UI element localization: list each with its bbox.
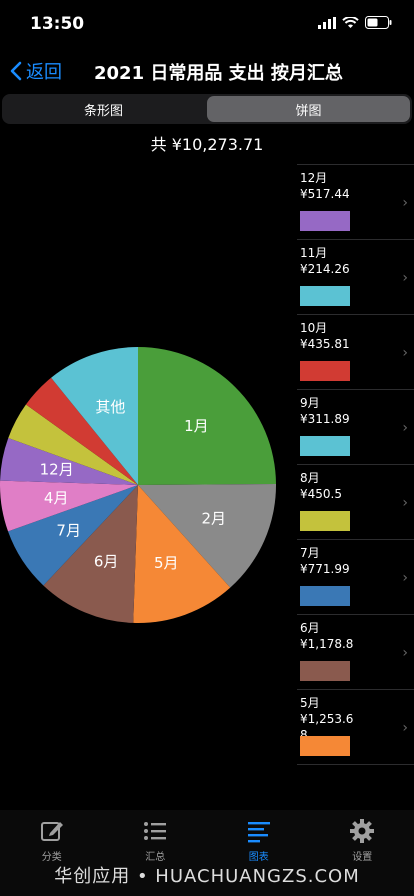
pie-slice-label: 2月 [201,509,226,527]
edit-icon [40,822,63,841]
pie-slice-label: 7月 [56,521,81,539]
legend-item-text: 7月 ¥771.99 [300,546,350,576]
tab-chart[interactable]: 图表 [207,810,311,896]
legend-item[interactable]: 10月 ¥435.81 › [297,315,414,390]
legend-item[interactable]: 6月 ¥1,178.8 › [297,615,414,690]
legend-item[interactable]: 5月 ¥1,253.68 › [297,690,414,765]
legend-item-text: 12月 ¥517.44 [300,171,350,201]
status-bar: 13:50 [0,0,414,48]
tab-category-label: 分类 [41,852,62,863]
back-button[interactable]: 返回 [10,58,62,84]
pie-slice[interactable] [138,347,276,485]
legend-color-swatch [300,436,350,456]
legend-item-text: 5月 ¥1,253.68 [300,696,354,742]
legend-color-swatch [300,511,350,531]
tab-settings[interactable]: 设置 [311,810,414,896]
legend-color-swatch [300,586,350,606]
pie-slice-label: 1月 [184,417,209,435]
legend-item-text: 11月 ¥214.26 [300,246,350,276]
gear-icon [350,819,375,843]
battery-icon [365,16,392,29]
legend-item[interactable]: 11月 ¥214.26 › [297,240,414,315]
legend-color-swatch [300,661,350,681]
legend-item[interactable]: 9月 ¥311.89 › [297,390,414,465]
chevron-right-icon: › [402,345,408,361]
pie-slice-label: 4月 [44,489,69,507]
legend-list[interactable]: 12月 ¥517.44 › 11月 ¥214.26 › 10月 ¥435.81 › 9月 ¥311.… [297,164,414,808]
legend-color-swatch [300,211,350,231]
pie-slice[interactable] [133,485,231,623]
status-time: 13:50 [30,14,85,34]
segment-bar-chart[interactable]: 条形图 [83,103,123,119]
legend-item-text: 9月 ¥311.89 [300,396,350,426]
signal-icon [318,16,336,29]
pie-slice-label: 其他 [95,398,125,416]
pie-chart[interactable]: 1月 2月 5月 6月 7月 4月 12月 其他 [0,340,290,630]
nav-bar: 返回 2021 日常用品 支出 按月汇总 [0,52,414,92]
chevron-right-icon: › [402,570,408,586]
legend-item[interactable]: 8月 ¥450.5 › [297,465,414,540]
chevron-right-icon: › [402,495,408,511]
legend-color-swatch [300,361,350,381]
legend-item-text: 10月 ¥435.81 [300,321,350,351]
pie-slice[interactable] [43,485,138,623]
total-amount: 共 ¥10,273.71 [150,135,264,154]
wifi-icon [342,16,359,28]
status-icons [318,16,392,29]
pie-slice[interactable] [0,437,138,485]
tab-bar: 分类 汇总 图表 设置 [0,810,414,896]
chart-type-segmented-control: 条形图 饼图 [2,94,412,124]
tab-chart-label: 图表 [248,852,269,863]
legend-item-text: 6月 ¥1,178.8 [300,621,354,651]
chevron-right-icon: › [402,420,408,436]
tab-settings-label: 设置 [352,852,373,863]
pie-chart-svg: 1月 2月 5月 6月 7月 4月 12月 其他 [0,347,276,623]
pie-slice[interactable] [51,347,139,485]
chevron-right-icon: › [402,195,408,211]
chart-icon [247,822,270,843]
pie-slice[interactable] [138,484,276,588]
pie-slice[interactable] [8,404,139,485]
chevron-right-icon: › [402,645,408,661]
legend-color-swatch [300,736,350,756]
chevron-left-icon [10,61,22,81]
pie-slice[interactable] [8,485,138,586]
pie-slice-label: 12月 [40,460,74,478]
legend-color-swatch [300,286,350,306]
legend-item-text: 8月 ¥450.5 [300,471,342,501]
chevron-right-icon: › [402,270,408,286]
tab-category[interactable]: 分类 [0,810,104,896]
legend-item[interactable]: 7月 ¥771.99 › [297,540,414,615]
page-title: 2021 日常用品 支出 按月汇总 [94,63,343,84]
watermark-text: 华创应用 • HUACHUANGZS.COM [54,866,360,887]
list-icon [144,822,167,840]
tab-summary-label: 汇总 [145,852,166,863]
pie-slice-label: 6月 [94,552,119,570]
legend-item[interactable]: 12月 ¥517.44 › [297,165,414,240]
tab-summary[interactable]: 汇总 [104,810,208,896]
back-label: 返回 [26,62,62,83]
pie-slice-label: 5月 [154,554,179,572]
chevron-right-icon: › [402,720,408,736]
pie-slice[interactable] [25,377,139,485]
segment-pie-chart[interactable]: 饼图 [207,96,410,122]
pie-slice[interactable] [0,480,138,532]
